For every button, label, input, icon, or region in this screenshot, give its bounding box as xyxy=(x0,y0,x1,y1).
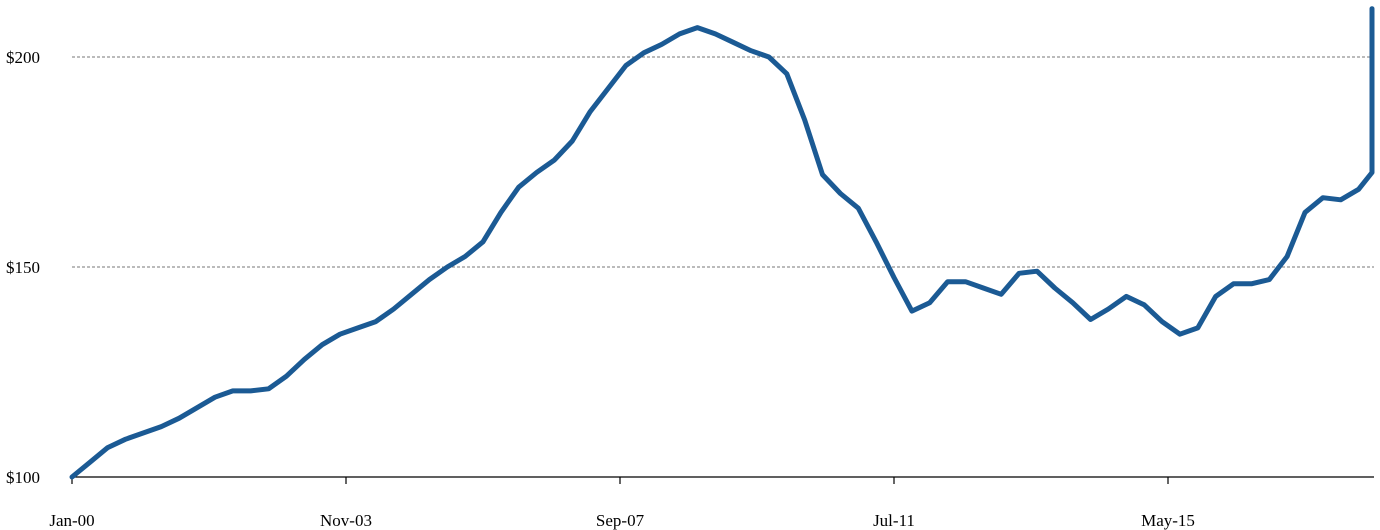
x-tick-label: Nov-03 xyxy=(320,511,372,530)
y-tick-label: $200 xyxy=(6,48,40,67)
y-tick-label: $150 xyxy=(6,258,40,277)
x-axis-tick-labels: Jan-00 Nov-03 Sep-07 Jul-11 May-15 xyxy=(49,511,1195,530)
series-line xyxy=(69,6,1375,480)
y-axis-tick-labels: $100 $150 $200 xyxy=(6,48,40,487)
series-layer xyxy=(69,6,1375,480)
x-tick-label: Jul-11 xyxy=(873,511,915,530)
x-axis xyxy=(71,476,1374,484)
y-tick-label: $100 xyxy=(6,468,40,487)
gridlines xyxy=(72,56,1374,268)
x-tick-label: May-15 xyxy=(1141,511,1195,530)
x-tick-label: Jan-00 xyxy=(49,511,94,530)
x-tick-label: Sep-07 xyxy=(596,511,645,530)
